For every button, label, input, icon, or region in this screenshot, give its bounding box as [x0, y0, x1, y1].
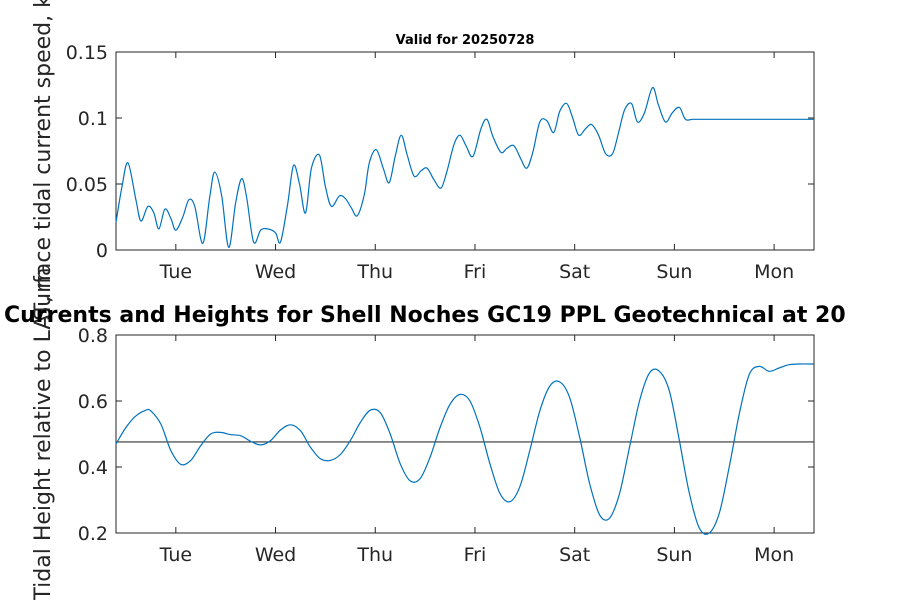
tidal-height-y-tick-label: 0.8	[78, 325, 108, 347]
current-speed-x-tick-label: Fri	[464, 261, 487, 283]
tidal-height-y-tick-label: 0.6	[78, 391, 108, 413]
current-speed-x-tick-label: Wed	[255, 261, 296, 283]
tidal-height-y-tick-label: 0.4	[78, 457, 108, 479]
current-speed-y-tick-label: 0.05	[66, 174, 108, 196]
tidal-height-y-tick-label: 0.2	[78, 523, 108, 545]
current-speed-x-tick-label: Tue	[159, 261, 192, 283]
current-speed-x-tick-label: Sat	[559, 261, 590, 283]
current-speed-y-label: Surface tidal current speed, kn	[31, 0, 56, 321]
tidal-height-plot-area	[115, 334, 815, 534]
tidal-height-series-line	[115, 363, 815, 535]
current-speed-y-tick-label: 0	[96, 240, 108, 262]
tidal-height-x-tick-label: Sun	[656, 544, 692, 566]
tidal-height-axes: Tidal Height relative to LAT, m 0.2 0.4 0.…	[31, 267, 815, 600]
current-speed-plot-area	[115, 51, 815, 251]
current-speed-axes: Valid for 20250728 Surface tidal current…	[31, 0, 815, 321]
tidal-height-x-tick-label: Thu	[356, 544, 393, 566]
current-speed-y-tick-label: 0.15	[66, 42, 108, 64]
tidal-height-y-label: Tidal Height relative to LAT, m	[31, 267, 56, 600]
figure-main-title: Currents and Heights for Shell Noches GC…	[4, 303, 846, 328]
tidal-height-x-tick-label: Tue	[159, 544, 192, 566]
tidal-height-x-tick-label: Fri	[464, 544, 487, 566]
tidal-height-x-tick-label: Wed	[255, 544, 296, 566]
current-speed-title: Valid for 20250728	[396, 33, 535, 48]
current-speed-x-tick-label: Thu	[356, 261, 393, 283]
current-speed-y-tick-label: 0.1	[78, 108, 108, 130]
tidal-height-x-tick-label: Mon	[754, 544, 794, 566]
current-speed-x-tick-label: Mon	[754, 261, 794, 283]
current-speed-series-line	[115, 86, 814, 249]
current-speed-x-tick-label: Sun	[656, 261, 692, 283]
tidal-height-x-tick-label: Sat	[559, 544, 590, 566]
